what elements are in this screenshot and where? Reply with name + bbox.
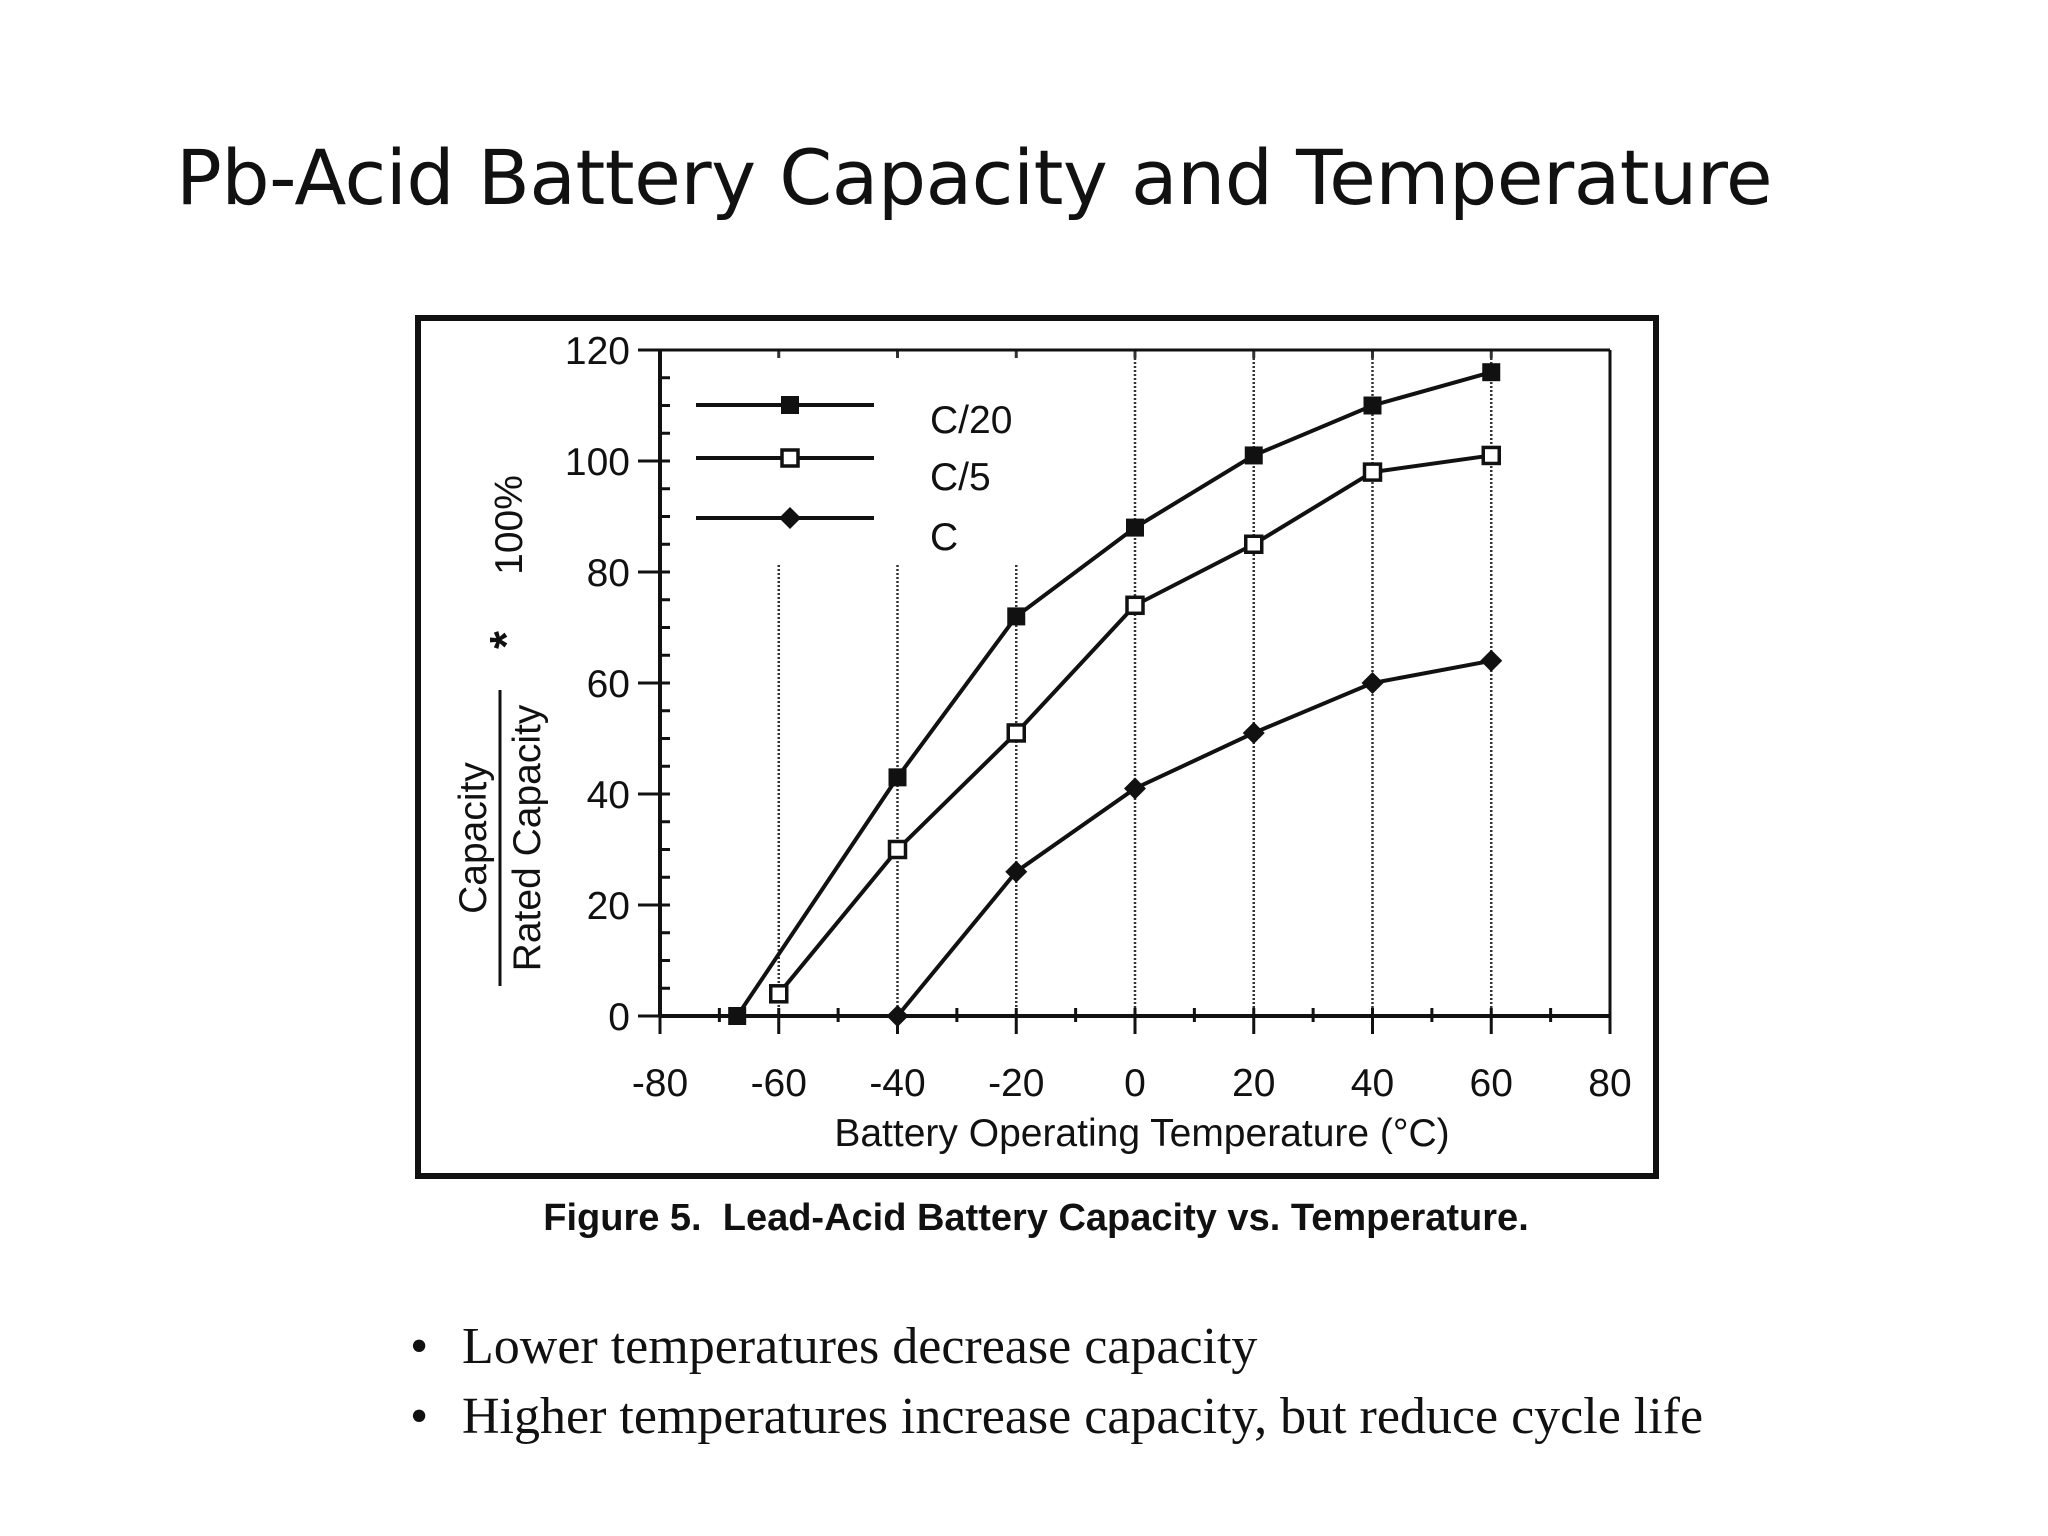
y-label-numerator: Capacity — [452, 762, 495, 914]
data-point — [769, 984, 789, 1004]
x-axis-label: Battery Operating Temperature (°C) — [834, 1112, 1449, 1155]
data-point — [1482, 363, 1501, 382]
data-point — [1125, 595, 1145, 616]
data-point — [1005, 860, 1028, 883]
x-tick-label: 0 — [1124, 1062, 1146, 1105]
y-tick-label: 20 — [587, 885, 630, 928]
legend-label: C/20 — [930, 399, 1012, 442]
data-point — [1362, 462, 1383, 482]
y-tick-label: 120 — [565, 330, 630, 373]
tick-labels: -80 -60 -40 -20 0 20 40 60 80 0 20 40 60 80 100 120 — [565, 330, 1632, 1105]
data-point — [1363, 396, 1382, 415]
data-point — [1244, 534, 1264, 554]
x-tick-label: -60 — [751, 1062, 807, 1105]
bullet-list: • Lower temperatures decrease capacity • H… — [410, 1312, 1703, 1452]
x-tick-label: 60 — [1470, 1062, 1513, 1105]
data-point — [1480, 649, 1503, 672]
data-point — [1124, 777, 1146, 800]
x-tick-label: 80 — [1588, 1062, 1631, 1105]
gridlines — [777, 350, 1493, 1016]
data-point — [1244, 446, 1263, 465]
series-line — [895, 658, 1492, 1018]
bullet-dot: • — [410, 1318, 429, 1375]
slide-title: Pb-Acid Battery Capacity and Temperature — [176, 133, 1773, 222]
data-point — [781, 396, 799, 414]
data-point — [886, 1005, 909, 1027]
series-lines — [728, 363, 1503, 1027]
data-point — [1361, 672, 1384, 694]
x-tick-label: -80 — [632, 1062, 688, 1105]
bullet-dot: • — [410, 1388, 429, 1445]
data-point — [1006, 723, 1026, 743]
chart-frame — [415, 315, 1659, 1179]
y-tick-label: 80 — [587, 552, 630, 595]
legend: C/20 C/5 C — [696, 396, 1012, 559]
x-tick-label: 20 — [1232, 1062, 1275, 1105]
data-point — [779, 507, 801, 529]
y-tick-label: 40 — [587, 774, 630, 817]
x-tick-label: -20 — [988, 1062, 1044, 1105]
data-point — [728, 1007, 747, 1025]
y-tick-label: 100 — [565, 441, 630, 484]
data-point — [887, 839, 908, 860]
data-point — [1242, 721, 1265, 744]
data-point — [780, 448, 800, 468]
y-label-denominator: Rated Capacity — [506, 704, 549, 971]
data-point — [888, 768, 907, 787]
y-label-operator: * — [480, 631, 532, 649]
axes — [638, 348, 1612, 1034]
bullet-text: Higher temperatures increase capacity, b… — [462, 1388, 1704, 1445]
figure-caption: Figure 5. Lead-Acid Battery Capacity vs.… — [543, 1197, 1529, 1239]
legend-label: C — [930, 516, 958, 559]
bullet-text: Lower temperatures decrease capacity — [462, 1318, 1258, 1375]
x-tick-label: 40 — [1351, 1062, 1394, 1105]
y-tick-label: 0 — [608, 996, 630, 1039]
bullet-item: • Higher temperatures increase capacity, … — [410, 1382, 1703, 1452]
y-label-multiplier: 100% — [488, 475, 531, 575]
data-point — [1007, 607, 1026, 626]
data-point — [1481, 445, 1501, 466]
legend-label: C/5 — [930, 456, 991, 499]
bullet-item: • Lower temperatures decrease capacity — [410, 1312, 1703, 1382]
data-point — [1126, 518, 1144, 537]
x-tick-label: -40 — [869, 1062, 925, 1105]
y-axis-label: Capacity Rated Capacity * 100% — [452, 475, 549, 986]
y-tick-label: 60 — [587, 663, 630, 706]
